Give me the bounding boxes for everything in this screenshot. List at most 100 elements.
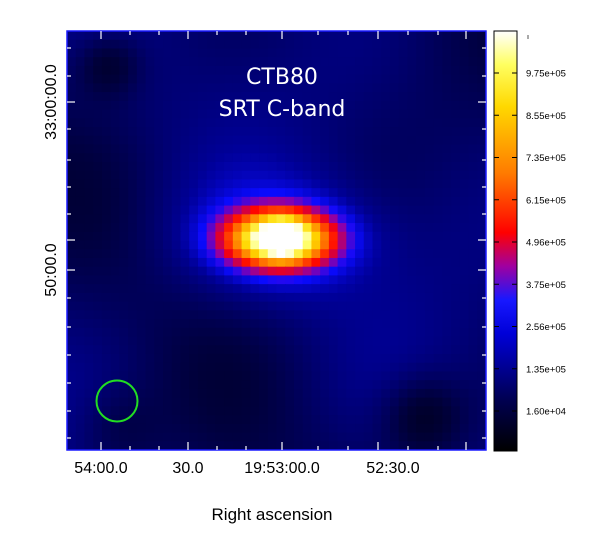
map-pixel — [477, 327, 486, 338]
map-pixel — [293, 135, 304, 146]
map-pixel — [320, 92, 330, 102]
map-pixel — [398, 353, 409, 364]
map-pixel — [372, 179, 382, 189]
map-pixel — [459, 127, 470, 137]
map-pixel — [293, 362, 304, 373]
map-pixel — [232, 153, 243, 163]
map-pixel — [197, 362, 208, 373]
map-pixel — [433, 319, 443, 329]
map-pixel — [337, 196, 347, 207]
map-pixel — [346, 223, 356, 233]
map-pixel — [477, 257, 486, 268]
map-pixel — [136, 100, 147, 111]
map-pixel — [224, 275, 234, 285]
map-pixel — [180, 275, 190, 285]
colorbar-tick-label: 3.75e+05 — [526, 280, 566, 291]
map-pixel — [346, 336, 356, 346]
map-pixel — [128, 432, 138, 442]
map-pixel — [381, 127, 391, 137]
map-pixel — [119, 57, 129, 67]
map-pixel — [459, 345, 470, 355]
map-pixel — [328, 83, 339, 93]
map-pixel — [232, 170, 243, 180]
map-pixel — [232, 292, 243, 303]
map-pixel — [171, 100, 182, 111]
map-pixel — [215, 327, 225, 338]
map-pixel — [355, 188, 365, 198]
map-pixel — [154, 345, 164, 355]
map-pixel — [398, 65, 409, 76]
map-pixel — [398, 109, 409, 119]
map-pixel — [477, 161, 486, 172]
map-pixel — [232, 336, 243, 346]
map-pixel — [433, 100, 443, 111]
map-pixel — [75, 257, 86, 268]
map-pixel — [101, 275, 112, 285]
map-pixel — [197, 380, 208, 390]
map-pixel — [346, 380, 356, 390]
map-pixel — [101, 161, 112, 172]
map-pixel — [320, 31, 330, 41]
map-pixel — [468, 100, 478, 111]
map-pixel — [101, 74, 112, 84]
map-pixel — [320, 441, 330, 450]
map-pixel — [189, 292, 199, 303]
map-pixel — [468, 39, 478, 50]
map-pixel — [355, 353, 365, 364]
map-pixel — [477, 118, 486, 128]
map-pixel — [363, 153, 374, 163]
map-pixel — [302, 266, 313, 277]
map-pixel — [67, 65, 77, 76]
map-pixel — [381, 170, 391, 180]
map-pixel — [381, 397, 391, 407]
map-pixel — [101, 345, 112, 355]
map-pixel — [311, 205, 321, 215]
map-pixel — [477, 83, 486, 93]
map-pixel — [355, 336, 365, 346]
map-pixel — [381, 92, 391, 102]
map-pixel — [451, 127, 461, 137]
map-pixel — [276, 371, 286, 381]
map-pixel — [171, 266, 182, 277]
map-pixel — [224, 205, 234, 215]
map-pixel — [416, 353, 426, 364]
map-pixel — [197, 388, 208, 399]
map-pixel — [389, 240, 400, 250]
map-pixel — [224, 144, 234, 154]
map-pixel — [442, 170, 452, 180]
map-pixel — [433, 371, 443, 381]
map-pixel — [389, 266, 400, 277]
map-pixel — [241, 284, 251, 294]
map-pixel — [171, 345, 182, 355]
map-pixel — [346, 31, 356, 41]
map-pixel — [180, 214, 190, 224]
map-pixel — [398, 345, 409, 355]
map-pixel — [363, 380, 374, 390]
map-pixel — [381, 100, 391, 111]
map-pixel — [154, 423, 164, 434]
map-pixel — [171, 144, 182, 154]
map-pixel — [259, 65, 269, 76]
map-pixel — [363, 57, 374, 67]
map-pixel — [459, 257, 470, 268]
map-pixel — [337, 301, 347, 311]
map-pixel — [363, 353, 374, 364]
map-pixel — [232, 249, 243, 259]
map-pixel — [259, 92, 269, 102]
map-pixel — [424, 432, 435, 442]
map-pixel — [197, 223, 208, 233]
map-pixel — [136, 48, 147, 58]
map-pixel — [355, 240, 365, 250]
map-pixel — [372, 109, 382, 119]
map-pixel — [424, 327, 435, 338]
intensity-map — [67, 31, 486, 450]
map-pixel — [101, 170, 112, 180]
map-pixel — [128, 109, 138, 119]
map-pixel — [93, 57, 103, 67]
map-pixel — [119, 292, 129, 303]
map-pixel — [363, 48, 374, 58]
map-pixel — [189, 65, 199, 76]
map-pixel — [346, 179, 356, 189]
map-pixel — [398, 284, 409, 294]
map-pixel — [180, 353, 190, 364]
